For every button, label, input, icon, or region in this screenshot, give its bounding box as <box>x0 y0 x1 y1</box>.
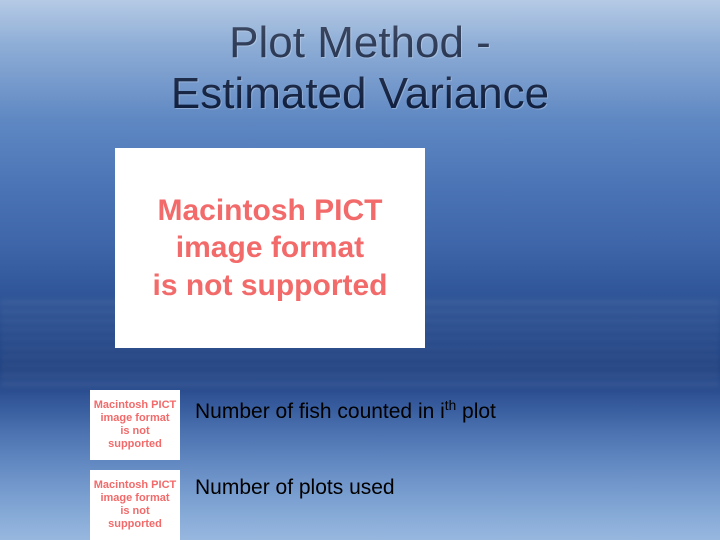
pict-placeholder-symbol-2: Macintosh PICT image format is not suppo… <box>90 470 180 540</box>
definition-1: Number of fish counted in ith plot <box>195 400 496 424</box>
definition-1-superscript: th <box>445 398 456 413</box>
pict-placeholder-main: Macintosh PICT image format is not suppo… <box>115 148 425 348</box>
pict-placeholder-symbol-1: Macintosh PICT image format is not suppo… <box>90 390 180 460</box>
pict-error-message-small: Macintosh PICT image format is not suppo… <box>90 479 180 532</box>
pict-error-line-3: is not supported <box>153 269 388 302</box>
pict-error-message-small: Macintosh PICT image format is not suppo… <box>90 399 180 452</box>
definition-1-suffix: plot <box>456 400 496 423</box>
title-line-1: Plot Method - <box>229 18 491 67</box>
slide: Plot Method - Estimated Variance Macinto… <box>0 0 720 540</box>
slide-title: Plot Method - Estimated Variance <box>0 18 720 119</box>
pict-error-message: Macintosh PICT image format is not suppo… <box>141 192 400 305</box>
pict-error-line-1: Macintosh PICT <box>157 194 382 227</box>
title-line-2: Estimated Variance <box>171 69 549 118</box>
definition-1-prefix: Number of fish counted in i <box>195 400 445 423</box>
pict-error-line-2: image format <box>176 231 364 264</box>
definition-2: Number of plots used <box>195 476 395 500</box>
